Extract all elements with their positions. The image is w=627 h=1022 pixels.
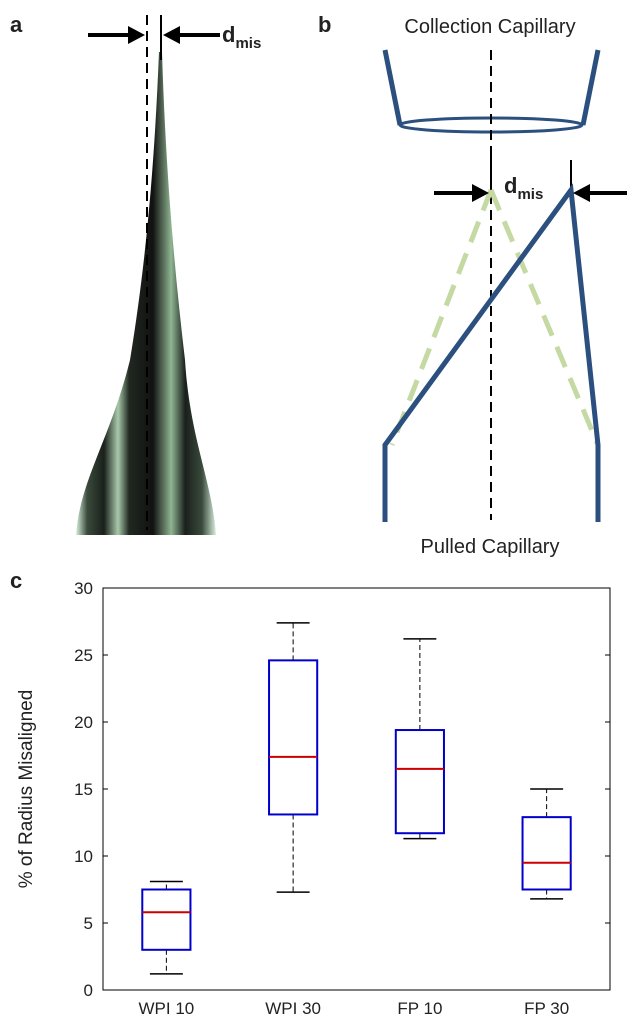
y-tick-label: 0 (84, 981, 93, 1000)
marker-sub: mis (235, 35, 261, 52)
diagram-label: Collection Capillary (404, 16, 575, 38)
y-tick-label: 15 (74, 780, 93, 799)
x-tick-label: WPI 10 (139, 999, 195, 1018)
aligned-outline (488, 189, 601, 446)
arrow-head (573, 184, 590, 202)
y-tick-label: 10 (74, 847, 93, 866)
marker-main: d (222, 22, 235, 47)
x-tick-label: WPI 30 (265, 999, 321, 1018)
marker-label: dmis (504, 173, 543, 203)
panel-label: c (10, 568, 22, 593)
box (141, 888, 192, 951)
y-tick-label: 25 (74, 646, 93, 665)
box (394, 729, 445, 835)
panel-label: a (10, 12, 23, 37)
collection-wall (580, 49, 601, 126)
arrow-head (128, 26, 145, 44)
box (268, 659, 319, 816)
y-tick-label: 30 (74, 579, 93, 598)
y-tick-label: 5 (84, 914, 93, 933)
box (521, 816, 572, 891)
marker-label: dmis (222, 22, 261, 52)
collection-wall (382, 49, 403, 126)
x-tick-label: FP 10 (397, 999, 442, 1018)
arrow-head (472, 184, 489, 202)
pulled-capillary (382, 183, 601, 522)
y-axis-label: % of Radius Misaligned (16, 690, 37, 889)
aligned-outline (389, 189, 494, 446)
marker-main: d (504, 173, 517, 198)
arrow-head (163, 26, 180, 44)
y-tick-label: 20 (74, 713, 93, 732)
marker-sub: mis (517, 186, 543, 203)
panel-label: b (318, 12, 331, 37)
diagram-label: Pulled Capillary (421, 536, 560, 558)
x-tick-label: FP 30 (524, 999, 569, 1018)
